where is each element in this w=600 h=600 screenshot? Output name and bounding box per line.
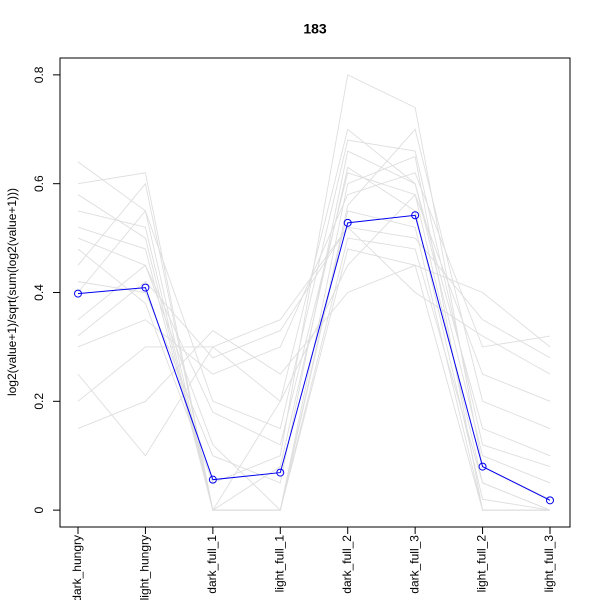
series-line <box>77 194 551 511</box>
x-tick-label: dark_full_3 <box>407 535 421 594</box>
point <box>208 475 217 484</box>
series-line <box>77 172 551 511</box>
series-line <box>77 226 551 402</box>
x-tick-label: dark_hungry <box>70 535 84 600</box>
y-tick-label: 0 <box>32 506 46 513</box>
y-tick-label: 0.2 <box>32 393 46 410</box>
y-tick-label: 0.8 <box>32 66 46 83</box>
x-tick-label: light_hungry <box>138 535 152 600</box>
point <box>478 462 487 471</box>
series-line <box>77 193 551 457</box>
series-line <box>77 172 551 375</box>
series-line <box>77 161 550 511</box>
series-line <box>77 214 551 501</box>
x-tick-label: light_full_3 <box>542 535 556 593</box>
y-axis-title: log2(value+1)/sqrt(sum(log2(value+1))) <box>5 188 19 396</box>
point <box>276 468 285 477</box>
plot-frame <box>59 57 571 528</box>
x-tick-label: dark_full_2 <box>340 535 354 594</box>
series-line <box>77 74 551 500</box>
y-tick-label: 0.4 <box>32 284 46 301</box>
point <box>141 283 150 292</box>
series-line <box>77 139 551 468</box>
x-tick-label: light_full_2 <box>475 535 489 593</box>
y-tick-label: 0.6 <box>32 175 46 192</box>
point <box>74 289 82 298</box>
chart-title: 183 <box>303 21 327 37</box>
series-line <box>77 172 550 511</box>
point <box>411 211 420 220</box>
x-tick-label: light_full_1 <box>272 535 286 593</box>
x-tick-label: dark_full_1 <box>205 535 219 594</box>
point <box>343 218 352 227</box>
point <box>546 496 554 505</box>
series-line <box>77 166 551 511</box>
series-line <box>77 226 551 375</box>
series-line <box>77 128 551 512</box>
